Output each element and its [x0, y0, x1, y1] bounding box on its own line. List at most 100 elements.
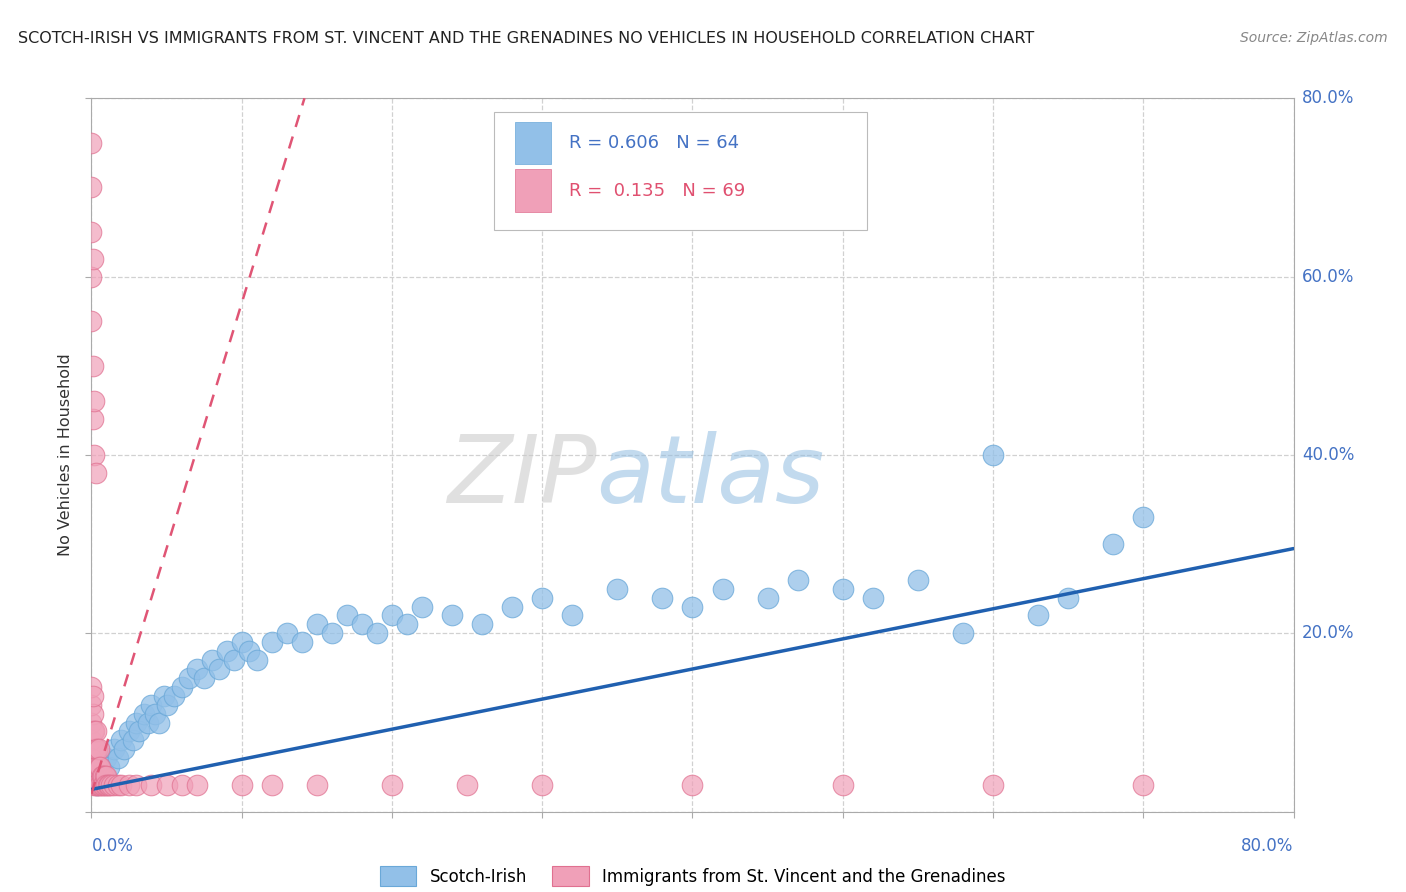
Text: R = 0.606   N = 64: R = 0.606 N = 64 [568, 134, 738, 152]
Point [86, 760, 108, 774]
Point [238, 644, 260, 658]
Point [80, 136, 103, 150]
Point [97, 778, 120, 792]
Bar [515, 169, 551, 212]
Point [531, 778, 554, 792]
Point [84, 724, 107, 739]
Point [82, 760, 104, 774]
Point [148, 715, 170, 730]
Point [260, 635, 283, 649]
Point [80, 769, 103, 783]
Point [381, 778, 404, 792]
Y-axis label: No Vehicles in Household: No Vehicles in Household [58, 353, 73, 557]
Point [350, 617, 373, 632]
Point [305, 778, 328, 792]
Point [981, 448, 1004, 462]
Point [305, 617, 328, 632]
Point [83, 760, 105, 774]
Point [681, 599, 703, 614]
Point [260, 778, 283, 792]
Point [110, 778, 132, 792]
Point [201, 653, 224, 667]
Point [84, 760, 107, 774]
Point [80, 680, 103, 694]
Point [83, 778, 105, 792]
Point [84, 466, 107, 480]
Point [1132, 510, 1154, 524]
Point [907, 573, 929, 587]
Point [170, 778, 193, 792]
Point [103, 778, 125, 792]
Point [862, 591, 884, 605]
Point [80, 698, 103, 712]
Point [122, 733, 145, 747]
Point [96, 751, 118, 765]
Point [1057, 591, 1080, 605]
Point [118, 724, 141, 739]
Point [87, 760, 110, 774]
Point [756, 591, 779, 605]
Point [86, 778, 108, 792]
Point [80, 314, 103, 328]
Point [531, 591, 554, 605]
Point [321, 626, 343, 640]
Point [231, 778, 253, 792]
Point [440, 608, 463, 623]
Point [471, 617, 494, 632]
Point [215, 644, 238, 658]
Point [163, 689, 186, 703]
Point [80, 269, 103, 284]
Point [366, 626, 388, 640]
Text: SCOTCH-IRISH VS IMMIGRANTS FROM ST. VINCENT AND THE GRENADINES NO VEHICLES IN HO: SCOTCH-IRISH VS IMMIGRANTS FROM ST. VINC… [18, 31, 1035, 46]
Point [107, 751, 129, 765]
Point [84, 742, 107, 756]
Point [1026, 608, 1049, 623]
Point [177, 671, 200, 685]
Point [82, 769, 104, 783]
Point [606, 582, 628, 596]
Point [831, 778, 853, 792]
Point [155, 698, 177, 712]
Point [831, 582, 853, 596]
Point [89, 760, 111, 774]
Text: R =  0.135   N = 69: R = 0.135 N = 69 [568, 182, 745, 200]
Point [276, 626, 298, 640]
Point [82, 706, 104, 721]
Point [186, 662, 208, 676]
Text: 40.0%: 40.0% [1302, 446, 1354, 464]
Point [208, 662, 231, 676]
Point [83, 724, 105, 739]
Point [143, 706, 166, 721]
Point [561, 608, 583, 623]
Point [80, 733, 103, 747]
Text: 80.0%: 80.0% [1241, 837, 1294, 855]
Text: 80.0%: 80.0% [1302, 89, 1354, 107]
Point [132, 706, 155, 721]
Text: Source: ZipAtlas.com: Source: ZipAtlas.com [1240, 31, 1388, 45]
Point [86, 778, 108, 792]
Point [103, 742, 125, 756]
Point [125, 715, 148, 730]
Point [138, 715, 160, 730]
Text: 20.0%: 20.0% [1302, 624, 1354, 642]
Point [84, 778, 107, 792]
Point [93, 778, 115, 792]
Text: ZIP: ZIP [447, 431, 596, 522]
Point [456, 778, 478, 792]
Point [89, 760, 111, 774]
Point [100, 778, 122, 792]
FancyBboxPatch shape [494, 112, 866, 230]
Point [94, 769, 117, 783]
Point [152, 689, 174, 703]
Point [83, 769, 105, 783]
Point [80, 715, 103, 730]
Point [170, 680, 193, 694]
Legend: Scotch-Irish, Immigrants from St. Vincent and the Grenadines: Scotch-Irish, Immigrants from St. Vincen… [380, 866, 1005, 886]
Point [155, 778, 177, 792]
Point [83, 742, 105, 756]
Point [336, 608, 359, 623]
Text: 0.0%: 0.0% [91, 837, 134, 855]
Point [395, 617, 418, 632]
Point [82, 689, 104, 703]
Point [107, 778, 129, 792]
